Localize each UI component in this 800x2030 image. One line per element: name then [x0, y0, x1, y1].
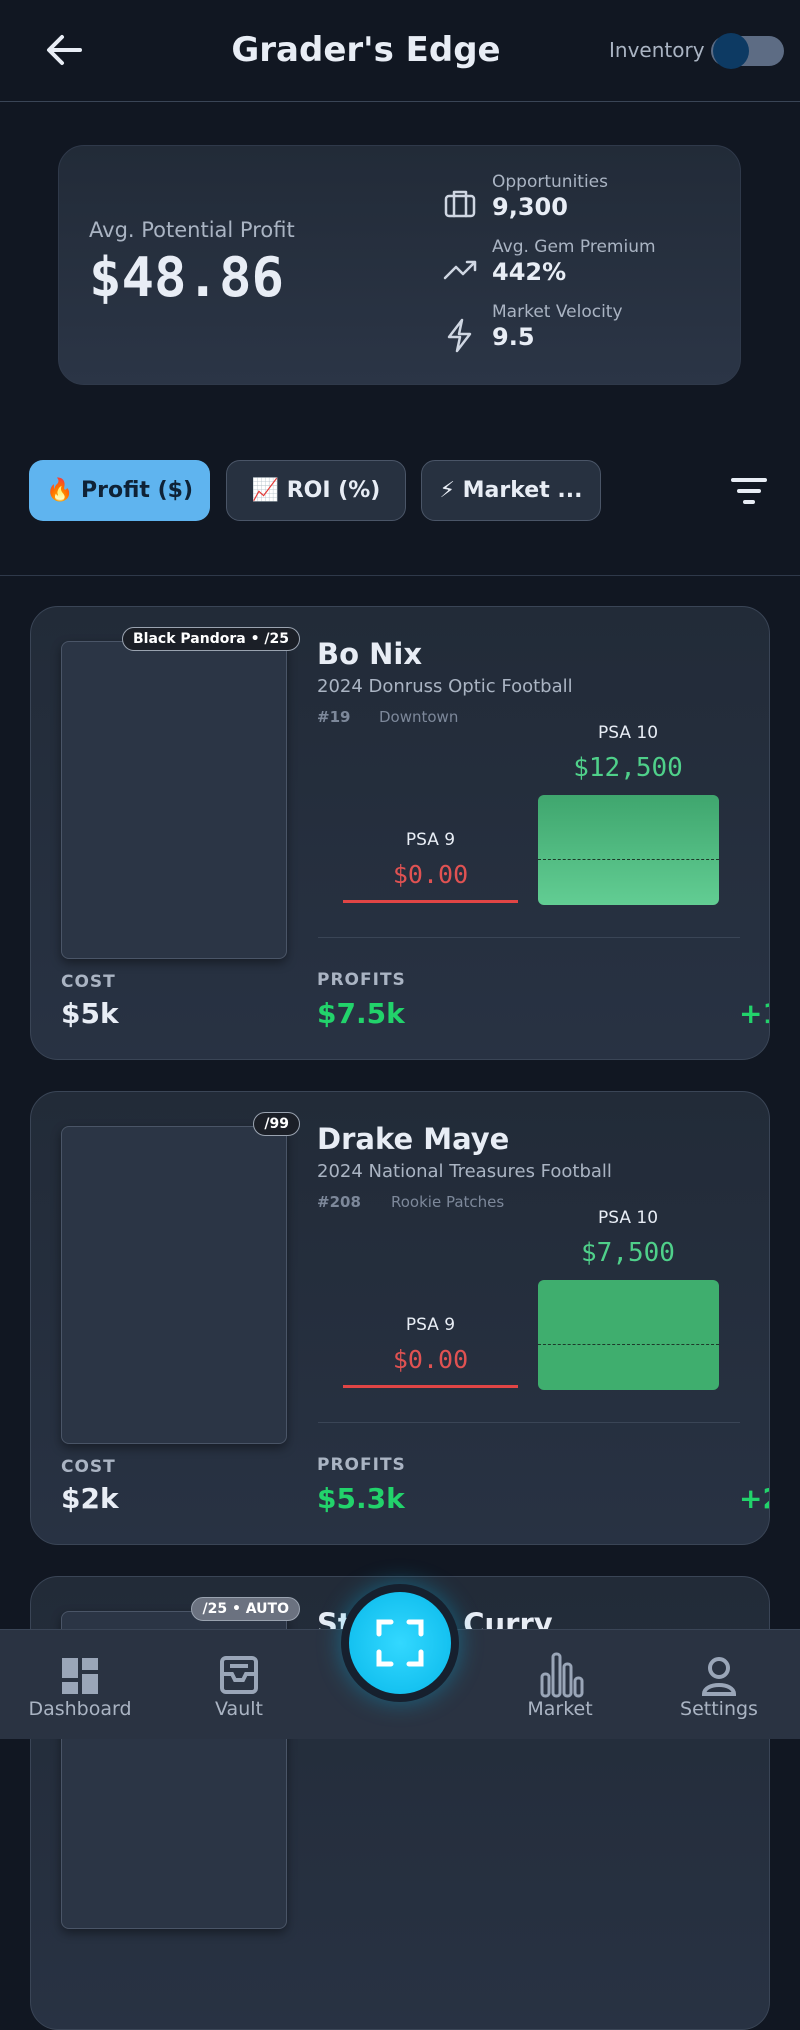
profits-label: PROFITS — [317, 970, 406, 990]
psa9-value: $0.00 — [392, 1345, 469, 1374]
profits-label: PROFITS — [317, 1455, 406, 1475]
card-number: #19 — [317, 708, 351, 726]
card-image — [61, 1126, 287, 1444]
back-button[interactable] — [44, 32, 84, 68]
divider — [318, 1422, 740, 1423]
card-variant: Downtown — [379, 708, 459, 726]
nav-label[interactable]: Dashboard — [28, 1698, 132, 1720]
tab-label: ⚡ Market ... — [439, 478, 583, 503]
stat-label: Avg. Gem Premium — [492, 237, 656, 257]
psa9-label: PSA 9 — [405, 1315, 456, 1335]
psa9-label: PSA 9 — [405, 830, 456, 850]
summary-card: Avg. Potential Profit $48.86 Opportuniti… — [58, 145, 741, 385]
tab-label: 🔥 Profit ($) — [45, 478, 194, 503]
tab[interactable]: 📈 ROI (%) — [226, 460, 406, 521]
cost-label: COST — [61, 1457, 116, 1477]
psa9-line — [343, 900, 518, 903]
card[interactable]: /99 Drake Maye 2024 National Treasures Foo… — [30, 1091, 770, 1545]
badge: /25 • AUTO — [191, 1597, 300, 1621]
stat-value: 442% — [492, 258, 567, 286]
card-number: #208 — [317, 1193, 361, 1211]
nav-label[interactable]: Vault — [215, 1698, 263, 1720]
psa9-value: $0.00 — [392, 860, 469, 889]
tab[interactable]: 🔥 Profit ($) — [29, 460, 210, 521]
title: Grader's Edge — [231, 30, 501, 70]
card-set: 2024 Donruss Optic Football — [317, 676, 573, 697]
psa10-label: PSA 10 — [597, 723, 659, 743]
extra-value: +1 — [739, 997, 769, 1030]
psa10-value: $7,500 — [581, 1238, 675, 1268]
cost-value: $2k — [61, 1482, 119, 1515]
tab-label: 📈 ROI (%) — [251, 478, 381, 503]
card-name: Drake Maye — [317, 1122, 510, 1156]
extra-value: +2 — [739, 1482, 769, 1515]
toggle-label: Inventory — [609, 38, 705, 62]
profits-value: $7.5k — [317, 997, 405, 1030]
card-image — [61, 641, 287, 959]
stat-value: 9.5 — [492, 323, 535, 351]
stat-label: Market Velocity — [492, 302, 623, 322]
bar-midline — [538, 859, 719, 860]
stat-label: Opportunities — [492, 172, 608, 192]
profits-value: $5.3k — [317, 1482, 405, 1515]
divider — [0, 575, 800, 576]
bar-midline — [538, 1344, 719, 1345]
card[interactable]: Black Pandora • /25 Bo Nix 2024 Donruss Op… — [30, 606, 770, 1060]
card-set: 2024 National Treasures Football — [317, 1161, 612, 1182]
summary-label: Avg. Potential Profit — [89, 218, 295, 242]
psa9-line — [343, 1385, 518, 1388]
cost-label: COST — [61, 972, 116, 992]
card-variant: Rookie Patches — [391, 1193, 505, 1211]
nav-icons — [62, 1652, 737, 1698]
psa10-value: $12,500 — [573, 753, 683, 783]
badge: Black Pandora • /25 — [122, 627, 300, 651]
card-name: Bo Nix — [317, 637, 423, 671]
stat-value: 9,300 — [492, 193, 568, 221]
header: Grader's Edge Inventory — [0, 0, 800, 102]
nav-label[interactable]: Market — [527, 1698, 593, 1720]
summary-value: $48.86 — [89, 246, 285, 309]
nav-label[interactable]: Settings — [680, 1698, 758, 1720]
tab[interactable]: ⚡ Market ... — [421, 460, 601, 521]
stat-icons — [443, 190, 477, 353]
toggle[interactable] — [711, 33, 784, 69]
psa10-bar — [538, 795, 719, 905]
cost-value: $5k — [61, 997, 119, 1030]
filter-button[interactable] — [730, 476, 768, 506]
badge: /99 — [253, 1112, 300, 1136]
divider — [318, 937, 740, 938]
psa10-bar — [538, 1280, 719, 1390]
scan-button[interactable] — [341, 1584, 459, 1702]
psa10-label: PSA 10 — [597, 1208, 659, 1228]
